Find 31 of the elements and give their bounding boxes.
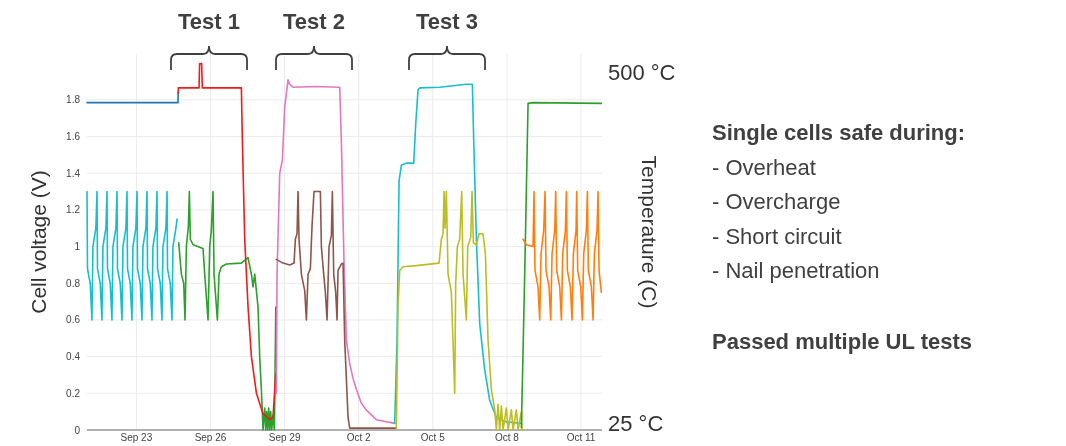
text: Test 3: [416, 9, 478, 34]
x-tick-label: Oct 8: [494, 432, 520, 443]
text: Passed multiple UL tests: [712, 328, 973, 354]
x-tick-label: Sep 26: [194, 432, 227, 443]
y-axis-title: Cell voltage (V): [27, 170, 50, 314]
y2-tick-label: 500 °C: [608, 60, 676, 86]
text: - Overheat: [712, 154, 816, 180]
x-tick-label: Oct 11: [566, 432, 596, 443]
x-tick-label: Oct 2: [346, 432, 372, 443]
y-tick-label: 0.4: [66, 351, 81, 363]
x-tick-label: Oct 5: [420, 432, 446, 443]
y-tick-label: 0.6: [66, 314, 81, 326]
text: Test 1: [178, 9, 240, 34]
y-tick-label: 1.2: [66, 204, 81, 216]
y2-tick-label: 25 °C: [608, 410, 664, 436]
y-tick-label: 0: [74, 424, 81, 436]
y-tick-label: 0.2: [66, 387, 81, 399]
x-tick-label: Sep 29: [268, 432, 301, 443]
text: - Nail penetration: [712, 258, 880, 283]
text: Single cells safe during:: [712, 120, 966, 145]
text: - Overcharge: [712, 189, 841, 214]
text: - Short circuit: [712, 223, 842, 249]
y-tick-label: 0.8: [66, 277, 81, 289]
x-tick-label: Sep 23: [120, 432, 153, 443]
text: Test 2: [283, 9, 345, 34]
y-tick-label: 1.4: [66, 167, 81, 179]
y-tick-label: 1.8: [66, 94, 81, 106]
y-tick-label: 1.6: [66, 131, 81, 143]
y2-axis-title: Temperature (C): [638, 155, 661, 309]
y-tick-label: 1: [74, 241, 81, 253]
line-series: [86, 190, 178, 321]
